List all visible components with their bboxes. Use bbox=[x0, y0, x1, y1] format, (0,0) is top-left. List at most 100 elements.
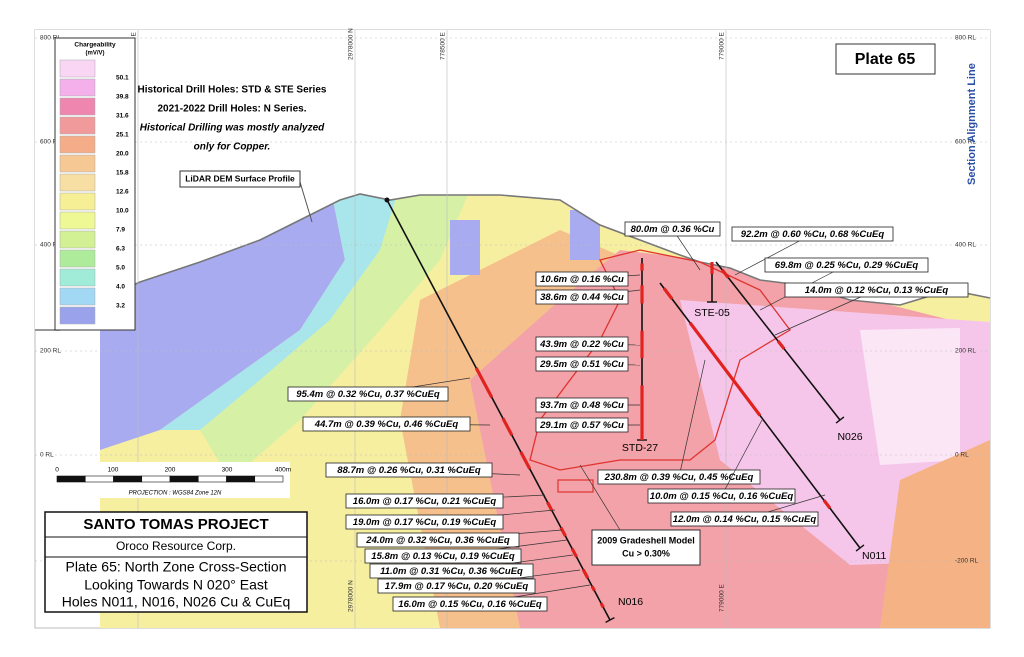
title-line: Looking Towards N 020° East bbox=[84, 577, 268, 593]
title-line: Plate 65: North Zone Cross-Section bbox=[66, 559, 287, 575]
intercept-label: 14.0m @ 0.12 %Cu, 0.13 %CuEq bbox=[805, 285, 949, 296]
scale-segment bbox=[169, 475, 199, 483]
gradeshell-label: 2009 Gradeshell Model bbox=[597, 535, 695, 545]
intercept-label: 43.9m @ 0.22 %Cu bbox=[539, 339, 624, 350]
intercept-label: 16.0m @ 0.15 %Cu, 0.16 %CuEq bbox=[398, 599, 542, 610]
intercept-label: 24.0m @ 0.32 %Cu, 0.36 %CuEq bbox=[365, 535, 510, 546]
intercept-segment bbox=[776, 340, 786, 350]
title-block bbox=[44, 511, 308, 613]
rl-label: 800 RL bbox=[955, 35, 976, 42]
hole-end bbox=[605, 617, 615, 623]
legend-swatch bbox=[59, 192, 96, 211]
intercept-box bbox=[535, 356, 629, 372]
rl-label: 400 RL bbox=[955, 242, 976, 249]
intercept-segment bbox=[570, 547, 578, 558]
intercept-box bbox=[392, 596, 548, 612]
hole-label: STE-05 bbox=[694, 307, 730, 319]
legend-label: 12.6 bbox=[116, 189, 129, 196]
legend-swatch bbox=[59, 97, 96, 116]
intercept-box bbox=[731, 226, 894, 242]
legend-swatch bbox=[59, 173, 96, 192]
title-line: SANTO TOMAS PROJECT bbox=[83, 516, 268, 533]
intercept-box bbox=[764, 257, 929, 273]
intercept-box bbox=[287, 386, 449, 402]
rl-label: 400 RL bbox=[40, 242, 61, 249]
intercept-label: 69.8m @ 0.25 %Cu, 0.29 %CuEq bbox=[775, 260, 919, 271]
intercept-label: 29.1m @ 0.57 %Cu bbox=[539, 420, 624, 431]
title-line: Oroco Resource Corp. bbox=[116, 539, 236, 553]
scale-segment bbox=[254, 475, 284, 483]
legend-label: 31.6 bbox=[116, 113, 129, 120]
scale-label: 200 bbox=[165, 467, 176, 474]
scale-label: 100 bbox=[108, 467, 119, 474]
intercept-label: 230.8m @ 0.39 %Cu, 0.45 %CuEq bbox=[604, 472, 754, 483]
zone bbox=[450, 220, 480, 275]
legend-swatch bbox=[59, 116, 96, 135]
legend-label: 3.2 bbox=[116, 303, 125, 310]
note: Historical Drill Holes: STD & STE Series bbox=[138, 85, 327, 96]
legend-label: 50.1 bbox=[116, 75, 129, 82]
leader bbox=[774, 289, 877, 336]
intercept-label: 95.4m @ 0.32 %Cu, 0.37 %CuEq bbox=[296, 389, 440, 400]
legend-label: 15.8 bbox=[116, 170, 129, 177]
intercept-label: 80.0m @ 0.36 %Cu bbox=[631, 224, 715, 235]
scale-segment bbox=[141, 475, 171, 483]
scale-segment bbox=[113, 475, 143, 483]
surface-label: LiDAR DEM Surface Profile bbox=[185, 173, 295, 183]
intercept-box bbox=[535, 271, 629, 287]
intercept-box bbox=[302, 416, 471, 432]
rl-label: 0 RL bbox=[955, 452, 969, 459]
intercept-label: 16.0m @ 0.17 %Cu, 0.21 %CuEq bbox=[353, 496, 497, 507]
intercept-box bbox=[377, 578, 536, 594]
intercept-box bbox=[624, 221, 721, 237]
scale-segment bbox=[84, 475, 114, 483]
scale-label: 300 bbox=[222, 467, 233, 474]
rl-label: -200 RL bbox=[955, 558, 979, 565]
scale-segment bbox=[197, 475, 227, 483]
intercept-label: 10.6m @ 0.16 %Cu bbox=[540, 274, 624, 285]
grid-label: 778500 E bbox=[440, 32, 447, 60]
legend-swatch bbox=[59, 306, 96, 325]
intercept-segment bbox=[599, 602, 605, 609]
note: only for Copper. bbox=[194, 142, 271, 153]
hole-label: STD-27 bbox=[622, 442, 658, 454]
intercept-segment bbox=[474, 367, 494, 399]
legend-swatch bbox=[59, 230, 96, 249]
hole-label: N016 bbox=[618, 596, 643, 608]
intercept-segment bbox=[546, 501, 554, 512]
intercept-segment bbox=[688, 321, 762, 417]
rl-label: 200 RL bbox=[955, 348, 976, 355]
intercept-box bbox=[784, 282, 969, 298]
hole-end bbox=[855, 544, 865, 552]
zone bbox=[200, 185, 470, 480]
intercept-label: 17.9m @ 0.17 %Cu, 0.20 %CuEq bbox=[385, 581, 529, 592]
grid-label: 779000 E bbox=[719, 584, 726, 612]
zone bbox=[880, 440, 990, 628]
intercept-box bbox=[670, 511, 819, 527]
intercept-segment bbox=[559, 526, 567, 537]
legend-label: 4.0 bbox=[116, 284, 125, 291]
intercept-box bbox=[364, 548, 522, 564]
legend-label: 10.0 bbox=[116, 208, 129, 215]
intercept-label: 38.6m @ 0.44 %Cu bbox=[540, 292, 624, 303]
intercept-label: 19.0m @ 0.17 %Cu, 0.19 %CuEq bbox=[353, 517, 497, 528]
intercept-box bbox=[597, 469, 761, 485]
intercept-segment bbox=[662, 287, 674, 300]
legend-swatch bbox=[59, 268, 96, 287]
scale-label: 0 bbox=[55, 467, 59, 474]
intercept-segment bbox=[822, 499, 832, 510]
grid-label: 2978000 N bbox=[348, 28, 355, 60]
zone bbox=[160, 185, 400, 430]
scale-label: 400m bbox=[275, 467, 291, 474]
legend-label: 7.9 bbox=[116, 227, 125, 234]
title-line: Holes N011, N016, N026 Cu & CuEq bbox=[62, 594, 291, 610]
leader bbox=[299, 181, 313, 223]
label-box bbox=[179, 170, 301, 188]
intercept-box bbox=[369, 563, 534, 579]
intercept-box bbox=[535, 289, 629, 305]
rl-label: 0 RL bbox=[40, 452, 54, 459]
legend-label: 5.0 bbox=[116, 265, 125, 272]
intercept-segment bbox=[590, 585, 596, 592]
legend-swatch bbox=[59, 211, 96, 230]
legend-swatch bbox=[59, 78, 96, 97]
